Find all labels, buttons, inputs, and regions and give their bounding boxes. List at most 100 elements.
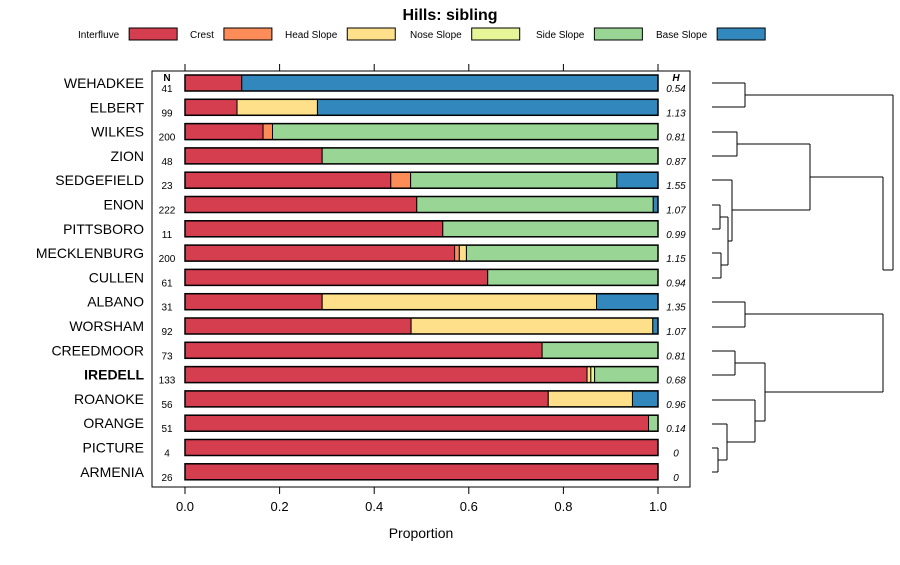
- x-axis: 0.0 0.2 0.4 0.6 0.8 1.0: [176, 64, 667, 514]
- n-value: 133: [159, 376, 176, 387]
- category-label: ARMENIA: [80, 464, 144, 480]
- bar-segment: [416, 196, 654, 213]
- category-label: ALBANO: [87, 294, 144, 310]
- n-value: 73: [161, 351, 173, 362]
- n-value: 41: [161, 84, 173, 95]
- h-value: 1.15: [666, 254, 686, 265]
- bar-segment: [631, 390, 659, 408]
- bar-segment: [454, 244, 460, 262]
- bar-segment: [390, 171, 412, 189]
- n-header: N: [163, 73, 170, 84]
- bar-segment: [316, 98, 659, 116]
- bar-outline: [184, 98, 659, 117]
- bar-segment: [241, 74, 659, 92]
- h-value: 0.87: [666, 157, 686, 168]
- category-label: ELBERT: [90, 99, 145, 115]
- category-label: MECKLENBURG: [36, 245, 144, 261]
- bar-segment: [184, 147, 323, 165]
- n-value: 11: [162, 230, 173, 241]
- n-value: 200: [159, 133, 176, 144]
- bar-outline: [184, 122, 659, 141]
- bar-outline: [184, 341, 659, 360]
- bar-segment: [590, 366, 596, 384]
- bar-segment: [184, 244, 456, 262]
- bar-segment: [321, 293, 598, 311]
- bar-outline: [184, 268, 659, 287]
- bars-group: WEHADKEE 41 0.54 ELBERT 99 1.13 WILKES 200 0.81 Z…: [36, 74, 686, 484]
- bar-segment: [184, 74, 243, 92]
- x-tick-label: 0.2: [271, 499, 289, 514]
- n-value: 48: [161, 157, 173, 168]
- chart-title: Hills: sibling: [402, 7, 497, 24]
- category-label: WORSHAM: [69, 318, 144, 334]
- bar-segment: [442, 220, 659, 238]
- bar-segment: [184, 463, 659, 481]
- category-label: CREEDMOOR: [51, 342, 144, 358]
- bar-segment: [184, 268, 489, 286]
- n-value: 56: [161, 400, 173, 411]
- category-label: WILKES: [91, 124, 144, 140]
- bar-segment: [272, 123, 659, 141]
- n-value: 23: [161, 181, 173, 192]
- bar-segment: [184, 98, 238, 116]
- legend-swatch: [716, 27, 766, 41]
- h-value: 1.35: [666, 303, 686, 314]
- bar-outline: [184, 438, 659, 457]
- bar-segment: [262, 123, 274, 141]
- bar-outline: [184, 317, 659, 335]
- bar-outline: [184, 147, 659, 165]
- legend-label: Side Slope: [536, 30, 585, 41]
- bar-outline: [184, 244, 659, 262]
- category-label: PITTSBORO: [63, 221, 144, 237]
- n-value: 92: [161, 327, 173, 338]
- bar-segment: [465, 244, 659, 262]
- bar-segment: [616, 171, 659, 189]
- bar-segment: [596, 293, 659, 311]
- bar-segment: [184, 196, 418, 213]
- x-tick-label: 0.4: [365, 499, 383, 514]
- n-value: 200: [159, 254, 176, 265]
- legend-label: Crest: [190, 30, 214, 41]
- bar-outline: [184, 220, 659, 238]
- bar-segment: [184, 171, 392, 189]
- bar-outline: [184, 171, 659, 189]
- legend-label: Head Slope: [285, 30, 338, 41]
- bar-segment: [184, 366, 588, 384]
- h-value: 1.07: [666, 327, 686, 338]
- category-label: ORANGE: [83, 415, 144, 431]
- category-label: SEDGEFIELD: [55, 172, 144, 188]
- bar-outline: [184, 463, 659, 481]
- bar-segment: [321, 147, 659, 165]
- bar-segment: [586, 366, 592, 384]
- h-value: 0: [673, 449, 679, 460]
- category-label: ENON: [104, 197, 144, 213]
- category-label: ROANOKE: [74, 391, 144, 407]
- bar-segment: [458, 244, 467, 262]
- h-value: 1.55: [666, 181, 686, 192]
- category-label: ZION: [111, 148, 144, 164]
- bar-outline: [184, 390, 659, 408]
- bar-segment: [184, 414, 650, 432]
- h-value: 0.96: [666, 400, 686, 411]
- h-value: 0.68: [666, 376, 686, 387]
- category-label: CULLEN: [89, 269, 144, 285]
- n-value: 31: [161, 303, 173, 314]
- bar-segment: [487, 268, 659, 286]
- bar-segment: [184, 341, 543, 359]
- bar-outline: [184, 195, 659, 214]
- category-label: IREDELL: [84, 367, 144, 383]
- legend-label: Base Slope: [656, 30, 708, 41]
- bar-segment: [184, 439, 659, 456]
- bar-segment: [648, 414, 659, 432]
- n-value: 222: [159, 206, 176, 217]
- h-value: 1.07: [666, 206, 686, 217]
- bar-segment: [410, 171, 618, 189]
- legend: Interfluve Crest Head Slope Nose Slope Side …: [78, 27, 766, 41]
- plot-frame: [151, 70, 691, 488]
- bar-outline: [184, 292, 659, 311]
- h-value: 0.14: [666, 424, 686, 435]
- bar-segment: [410, 317, 654, 335]
- h-value: 0: [673, 473, 679, 484]
- bar-segment: [184, 317, 412, 335]
